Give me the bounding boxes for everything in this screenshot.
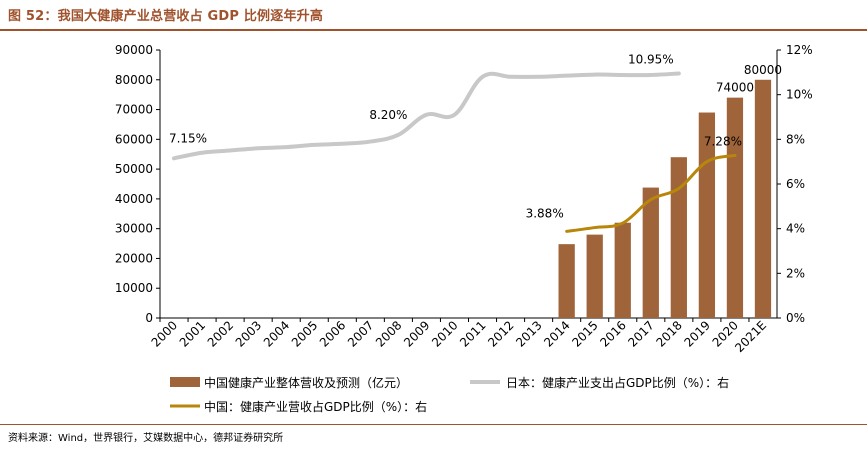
bar-2021E [754, 79, 772, 319]
x-tick-label: 2008 [373, 318, 404, 349]
y-left-tick-label: 40000 [115, 192, 153, 206]
line-series [172, 71, 737, 233]
y-right-tick-label: 8% [786, 132, 805, 146]
y-right-tick-label: 6% [786, 177, 805, 191]
y-left-tick-label: 30000 [115, 222, 153, 236]
data-label: 8.20% [369, 108, 407, 122]
chart-svg: 0 10000 20000 30000 40000 50000 60000 70000 8000… [115, 43, 813, 414]
y-right-tick-label: 4% [786, 222, 805, 236]
x-tick-label: 2005 [289, 318, 320, 349]
x-tick-label: 2007 [345, 318, 376, 349]
x-tick-label: 2006 [317, 318, 348, 349]
bar-series [558, 79, 772, 319]
bar-2017 [642, 187, 659, 318]
figure-title: 图 52：我国大健康产业总营收占 GDP 比例逐年升高 [8, 9, 324, 24]
china-ratio-line [565, 153, 737, 233]
y-left-tick-label: 50000 [115, 162, 153, 176]
bar-2016 [614, 222, 631, 318]
x-tick-label: 2001 [177, 318, 208, 349]
x-tick-label: 2000 [149, 318, 180, 349]
y-left-tick-label: 70000 [115, 103, 153, 117]
source-note: 资料来源：Wind，世界银行，艾媒数据中心，德邦证券研究所 [8, 433, 284, 444]
data-label: 7.15% [169, 131, 207, 145]
x-tick-label: 2003 [233, 318, 264, 349]
x-tick-label: 2011 [457, 318, 488, 349]
bar-2014 [558, 244, 575, 318]
x-tick-label: 2014 [541, 318, 572, 349]
source-divider [0, 424, 867, 425]
legend-bar-swatch [170, 377, 200, 387]
x-tick-label: 2004 [261, 318, 292, 349]
y-left-tick-label: 0 [145, 311, 153, 325]
bar-2020 [726, 97, 744, 319]
legend-bar-label: 中国健康产业整体营收及预测（亿元） [204, 375, 408, 390]
x-tick-label: 2019 [682, 318, 713, 349]
legend-japan-label: 日本：健康产业支出占GDP比例（%）：右 [506, 375, 729, 390]
x-tick-label: 2015 [569, 318, 600, 349]
title-divider [0, 29, 867, 31]
y-left-tick-label: 20000 [115, 251, 153, 265]
x-tick-label: 2010 [429, 318, 460, 349]
x-tick-label: 2017 [625, 318, 656, 349]
data-label: 3.88% [526, 206, 564, 220]
x-tick-label: 2021E [732, 318, 769, 355]
bar-2018 [670, 157, 687, 318]
y-left-tick-label: 10000 [115, 281, 153, 295]
y-left-tick-label: 60000 [115, 132, 153, 146]
x-tick-label: 2009 [401, 318, 432, 349]
y-right-tick-label: 12% [786, 43, 813, 57]
y-left-tick-label: 80000 [115, 73, 153, 87]
y-right-tick-label: 2% [786, 266, 805, 280]
y-right-tick-label: 0% [786, 311, 805, 325]
legend: 中国健康产业整体营收及预测（亿元） 日本：健康产业支出占GDP比例（%）：右中国：… [170, 375, 729, 414]
data-labels: 7.15% 8.20% 10.95% 3.88% 7.28% 74000 80000 [169, 52, 782, 220]
legend-china-label: 中国：健康产业营收占GDP比例（%）：右 [204, 399, 427, 414]
bar-2015 [586, 234, 603, 318]
japan-ratio-line [172, 71, 681, 161]
x-tick-label: 2002 [205, 318, 236, 349]
x-tick-label: 2012 [485, 318, 516, 349]
x-tick-label: 2016 [597, 318, 628, 349]
y-right-tick-label: 10% [786, 88, 813, 102]
data-label: 74000 [716, 81, 754, 95]
data-label: 7.28% [704, 134, 742, 148]
data-label: 10.95% [628, 52, 674, 66]
y-left-tick-label: 90000 [115, 43, 153, 57]
x-tick-label: 2018 [653, 318, 684, 349]
data-label: 80000 [744, 63, 782, 77]
x-tick-label: 2013 [513, 318, 544, 349]
